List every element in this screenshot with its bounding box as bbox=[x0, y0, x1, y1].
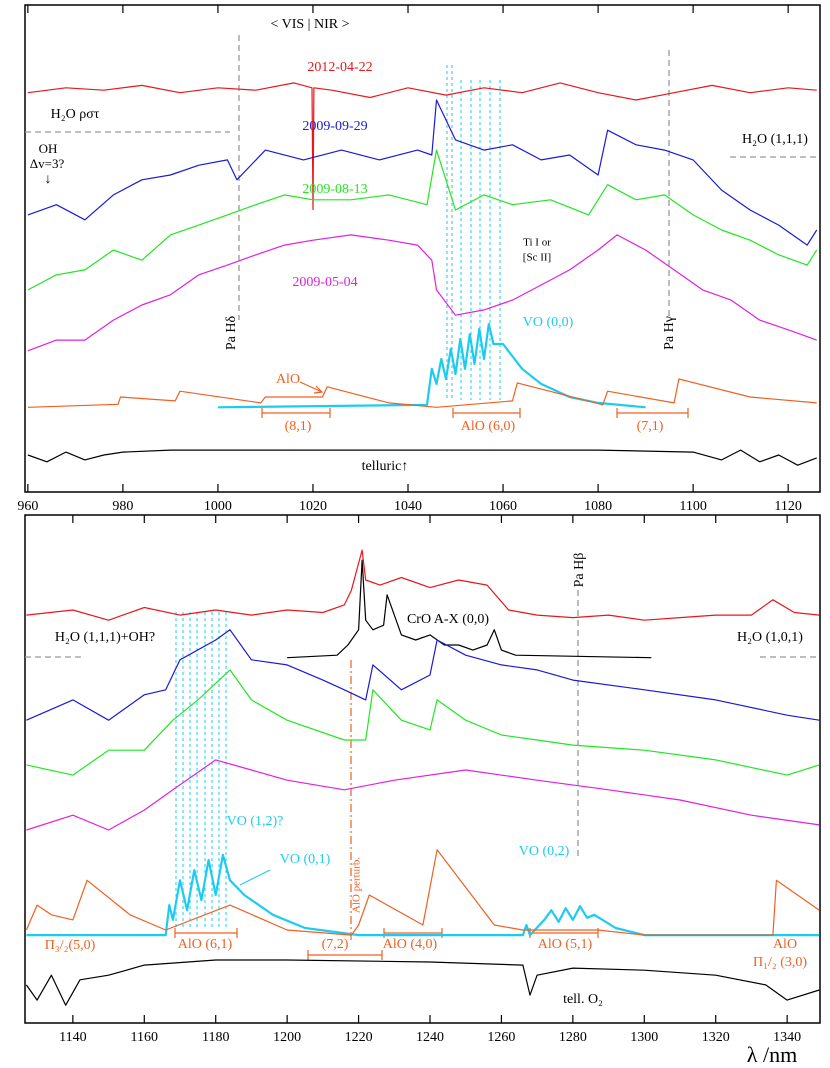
spectrum bbox=[26, 549, 820, 621]
annotation: < VIS | NIR > bbox=[270, 17, 349, 32]
x-tick-label: 1320 bbox=[702, 1030, 730, 1045]
annotation: AlO (6,1) bbox=[178, 937, 233, 952]
annotation: Pa Hβ bbox=[572, 553, 587, 588]
reference-lines bbox=[25, 35, 820, 960]
x-tick-label: 1340 bbox=[773, 1030, 801, 1045]
x-tick-label: 1220 bbox=[345, 1030, 373, 1045]
annotation: H₂O (1,1,1)+OH? bbox=[55, 630, 155, 645]
spectrum bbox=[27, 378, 817, 408]
spectrum bbox=[26, 853, 820, 937]
x-tick-label: 1140 bbox=[59, 1030, 86, 1045]
series-label: CrO A-X (0,0) bbox=[407, 612, 489, 627]
x-tick-label: 960 bbox=[17, 499, 38, 514]
bottom-frame bbox=[24, 514, 821, 1024]
x-tick-label: 1020 bbox=[299, 499, 327, 514]
x-tick-label: 1040 bbox=[394, 499, 422, 514]
x-tick-label: 1160 bbox=[131, 1030, 158, 1045]
spectrum bbox=[26, 629, 820, 721]
x-tick-label: 1200 bbox=[273, 1030, 301, 1045]
series-label: 2009-05-04 bbox=[292, 275, 357, 290]
annotation: (7,2) bbox=[322, 937, 349, 952]
x-tick-label: 1000 bbox=[204, 499, 232, 514]
annotation: Ti I or bbox=[523, 237, 551, 249]
series-label: 2009-09-29 bbox=[302, 119, 367, 134]
x-tick-label: 1240 bbox=[416, 1030, 444, 1045]
spectrum bbox=[27, 149, 818, 291]
annotation: Π₃/₂(5,0) bbox=[45, 938, 96, 953]
annotation: AlO (4,0) bbox=[383, 937, 438, 952]
series-label: VO (0,0) bbox=[523, 315, 574, 330]
annotation: AlO perturb. bbox=[351, 857, 363, 913]
annotation: AlO (5,1) bbox=[538, 937, 593, 952]
annotation: (8,1) bbox=[285, 419, 312, 434]
annotation: OH bbox=[39, 141, 58, 156]
series-label: tell. O₂ bbox=[563, 992, 603, 1007]
x-tick-label: 1300 bbox=[630, 1030, 658, 1045]
annotation: (7,1) bbox=[637, 419, 664, 434]
x-axis-label: λ /nm bbox=[747, 1042, 797, 1067]
annotation: VO (0,2) bbox=[519, 844, 570, 859]
series-label: VO (0,1) bbox=[280, 852, 331, 867]
annotation: H₂O ρστ bbox=[51, 107, 100, 122]
x-tick-label: 1280 bbox=[559, 1030, 587, 1045]
x-tick-label: 1120 bbox=[774, 499, 801, 514]
spectrum bbox=[25, 959, 820, 1006]
spectrum bbox=[26, 669, 820, 776]
spectrum bbox=[27, 449, 817, 466]
annotation: AlO bbox=[773, 937, 797, 952]
spectrum bbox=[25, 849, 820, 936]
spectrum bbox=[217, 322, 646, 409]
x-tick-label: 1180 bbox=[202, 1030, 229, 1045]
x-tick-label: 1100 bbox=[679, 499, 706, 514]
annotation: H₂O (1,1,1) bbox=[742, 132, 808, 147]
x-tick-label: 1080 bbox=[584, 499, 612, 514]
series-label: 2012-04-22 bbox=[307, 60, 372, 75]
annotation: VO (1,2)? bbox=[227, 814, 284, 829]
series-label: telluric↑ bbox=[362, 459, 409, 474]
annotation: Pa Hγ bbox=[662, 316, 677, 350]
series-label: 2009-08-13 bbox=[302, 182, 367, 197]
annotation: H₂O (1,0,1) bbox=[737, 630, 803, 645]
x-tick-label: 1260 bbox=[487, 1030, 515, 1045]
series-label: AlO bbox=[276, 372, 300, 387]
spectrum bbox=[27, 99, 818, 246]
spectrum bbox=[27, 82, 817, 211]
x-tick-label: 1060 bbox=[489, 499, 517, 514]
annotation: Π₁/₂ (3,0) bbox=[753, 955, 807, 970]
spectrum bbox=[27, 234, 817, 352]
x-tick-label: 980 bbox=[112, 499, 133, 514]
annotation: Δv=3? bbox=[30, 156, 65, 171]
spectrum bbox=[26, 759, 820, 831]
annotation: [Sc II] bbox=[523, 252, 551, 264]
annotation: Pa Hδ bbox=[224, 315, 239, 350]
annotation: ↓ bbox=[45, 172, 52, 187]
annotation: AlO (6,0) bbox=[461, 419, 516, 434]
top-frame bbox=[24, 4, 821, 493]
spectrum bbox=[287, 559, 652, 659]
